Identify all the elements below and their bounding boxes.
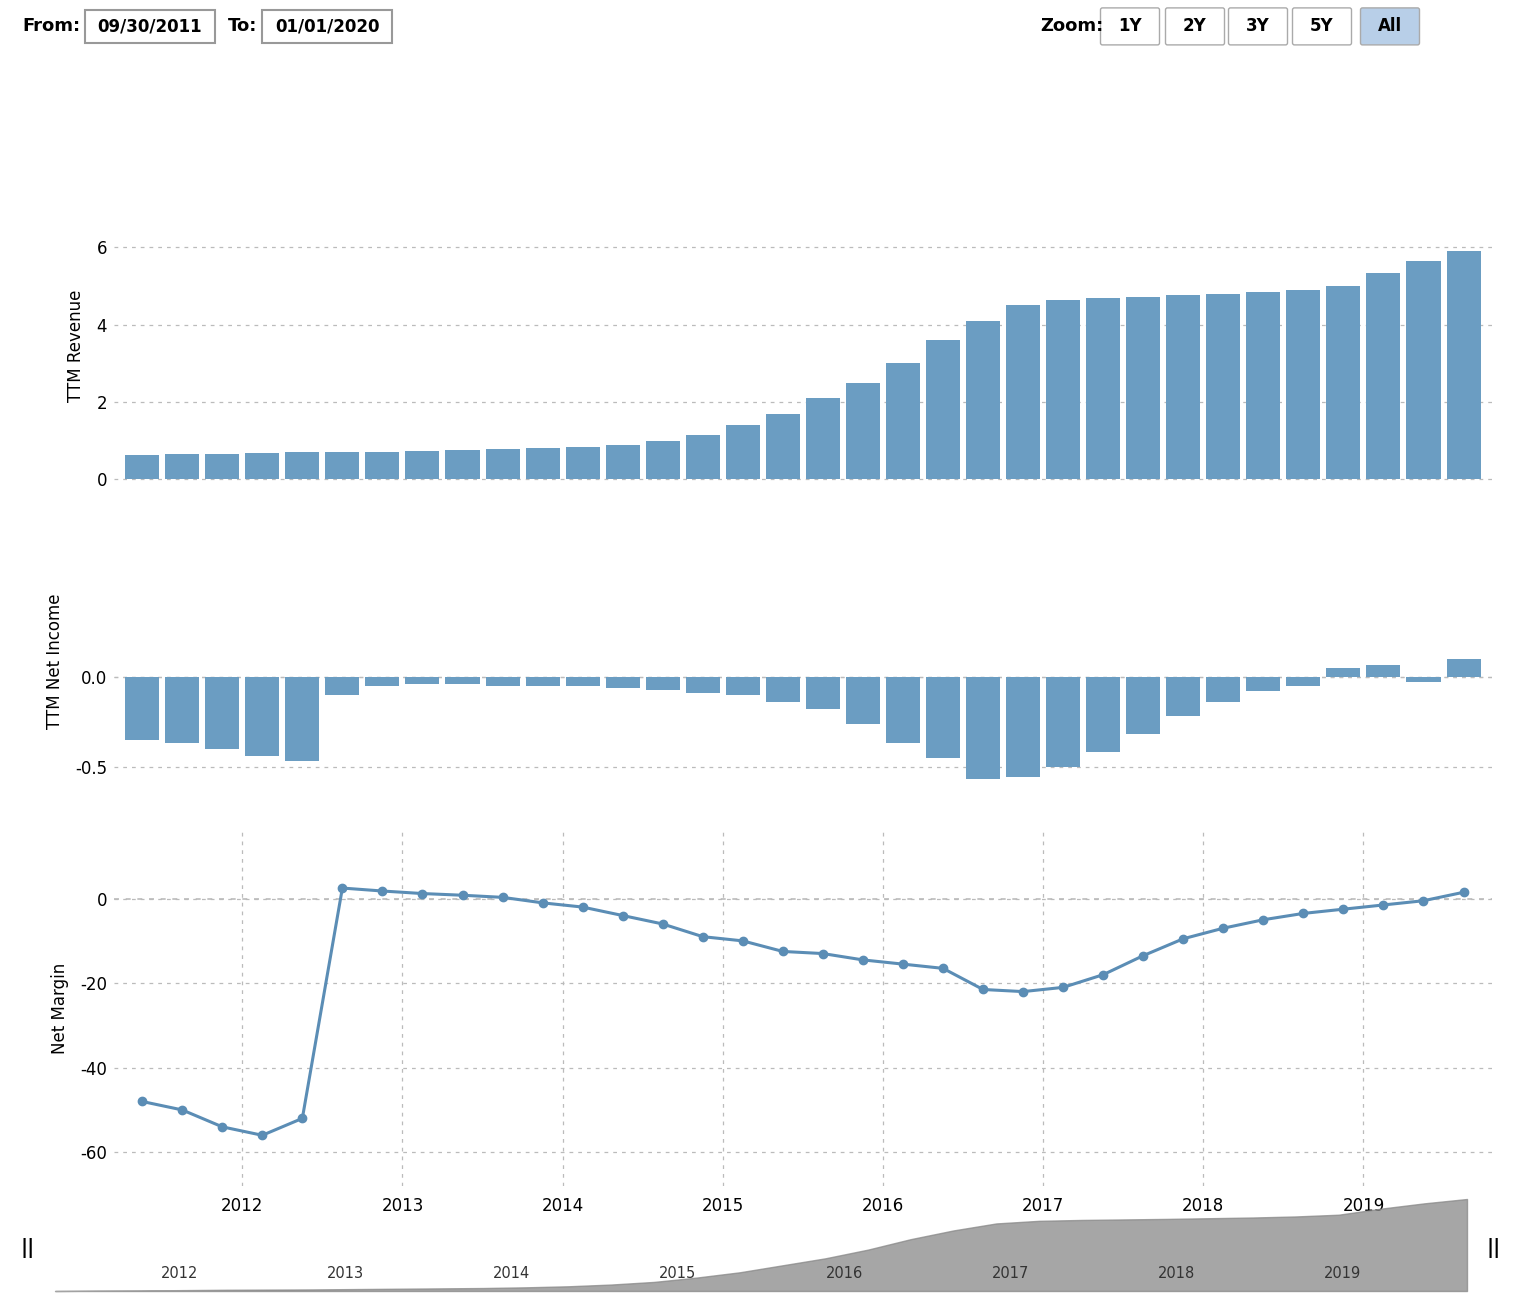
- Bar: [245, 453, 280, 479]
- Bar: [166, 454, 199, 479]
- Bar: [1166, 295, 1201, 479]
- Bar: [285, 677, 320, 761]
- Bar: [1367, 665, 1400, 677]
- Bar: [1286, 677, 1321, 686]
- Bar: [85, 10, 215, 43]
- Bar: [1406, 261, 1440, 479]
- FancyBboxPatch shape: [1100, 8, 1160, 44]
- Bar: [1247, 677, 1280, 691]
- Text: 09/30/2011: 09/30/2011: [97, 17, 202, 35]
- Y-axis label: TTM Net Income: TTM Net Income: [46, 593, 64, 729]
- Bar: [525, 677, 560, 686]
- Bar: [1046, 299, 1081, 479]
- Bar: [1406, 677, 1440, 683]
- Bar: [645, 440, 680, 479]
- Text: Zoom:: Zoom:: [1040, 17, 1103, 35]
- Bar: [846, 383, 880, 479]
- FancyBboxPatch shape: [1361, 8, 1420, 44]
- Text: ||: ||: [1487, 1238, 1501, 1259]
- Bar: [925, 340, 960, 479]
- Bar: [1207, 677, 1240, 703]
- Text: 01/01/2020: 01/01/2020: [275, 17, 379, 35]
- Bar: [726, 426, 759, 479]
- Bar: [405, 451, 440, 479]
- Bar: [166, 677, 199, 743]
- Bar: [966, 321, 1000, 479]
- Bar: [1046, 677, 1081, 767]
- Bar: [1166, 677, 1201, 717]
- Bar: [326, 677, 359, 695]
- Bar: [365, 677, 399, 686]
- Bar: [486, 677, 519, 686]
- Bar: [125, 454, 160, 479]
- FancyBboxPatch shape: [1166, 8, 1225, 44]
- Bar: [262, 10, 393, 43]
- Text: 2019: 2019: [1324, 1267, 1361, 1281]
- Bar: [245, 677, 280, 756]
- Text: From:: From:: [21, 17, 81, 35]
- Bar: [566, 677, 600, 686]
- Text: 2016: 2016: [825, 1267, 863, 1281]
- Bar: [1087, 298, 1120, 479]
- Bar: [1087, 677, 1120, 752]
- Bar: [846, 677, 880, 724]
- Bar: [446, 451, 479, 479]
- Bar: [1247, 293, 1280, 479]
- Bar: [1006, 677, 1040, 777]
- Bar: [686, 435, 720, 479]
- Bar: [1207, 294, 1240, 479]
- Bar: [606, 677, 639, 688]
- Bar: [285, 452, 320, 479]
- Bar: [766, 677, 801, 703]
- Text: 3Y: 3Y: [1247, 17, 1269, 35]
- Text: 2017: 2017: [991, 1267, 1029, 1281]
- Bar: [1286, 290, 1321, 479]
- Text: 2Y: 2Y: [1183, 17, 1207, 35]
- Text: 1Y: 1Y: [1119, 17, 1142, 35]
- Bar: [1326, 669, 1361, 677]
- Bar: [566, 447, 600, 479]
- Text: 2015: 2015: [659, 1267, 697, 1281]
- Text: All: All: [1377, 17, 1402, 35]
- Bar: [1446, 251, 1481, 479]
- Bar: [326, 452, 359, 479]
- Text: 2012: 2012: [161, 1267, 198, 1281]
- Bar: [525, 448, 560, 479]
- Text: 2014: 2014: [493, 1267, 531, 1281]
- Text: ||: ||: [21, 1238, 35, 1259]
- Bar: [1326, 286, 1361, 479]
- Bar: [886, 677, 919, 743]
- Bar: [886, 363, 919, 479]
- Bar: [405, 677, 440, 684]
- Bar: [1367, 273, 1400, 479]
- Bar: [365, 452, 399, 479]
- Bar: [686, 677, 720, 693]
- Text: 5Y: 5Y: [1310, 17, 1333, 35]
- Bar: [606, 444, 639, 479]
- Bar: [925, 677, 960, 757]
- Bar: [446, 677, 479, 684]
- Text: 2013: 2013: [327, 1267, 364, 1281]
- Bar: [766, 414, 801, 479]
- Bar: [645, 677, 680, 690]
- Text: To:: To:: [228, 17, 257, 35]
- Text: 2018: 2018: [1158, 1267, 1195, 1281]
- Bar: [486, 449, 519, 479]
- Bar: [1126, 296, 1160, 479]
- FancyBboxPatch shape: [1292, 8, 1352, 44]
- FancyBboxPatch shape: [1228, 8, 1288, 44]
- Bar: [1006, 306, 1040, 479]
- Y-axis label: TTM Revenue: TTM Revenue: [67, 290, 85, 402]
- Bar: [805, 677, 840, 709]
- Bar: [966, 677, 1000, 780]
- Bar: [726, 677, 759, 695]
- Bar: [1126, 677, 1160, 734]
- Bar: [1446, 660, 1481, 677]
- Y-axis label: Net Margin: Net Margin: [52, 963, 68, 1054]
- Bar: [205, 677, 239, 748]
- Bar: [125, 677, 160, 739]
- Bar: [805, 398, 840, 479]
- Bar: [205, 454, 239, 479]
